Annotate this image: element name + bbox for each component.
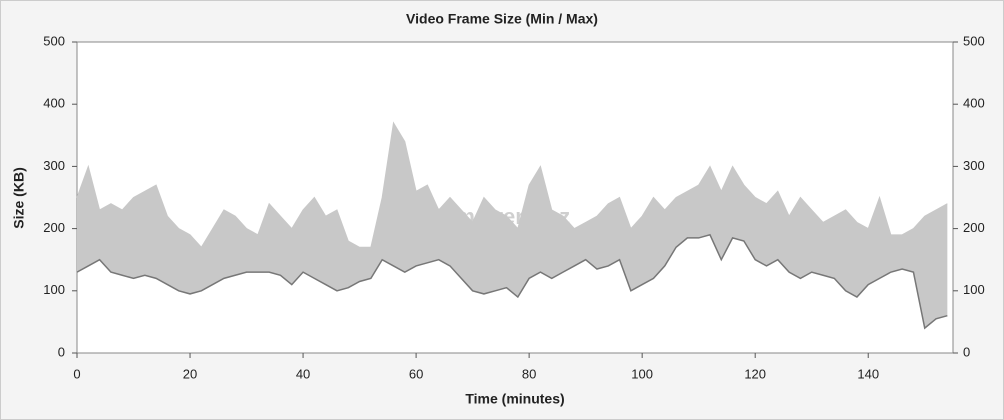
y-tick-label: 300	[43, 158, 65, 173]
y-tick-label: 200	[43, 220, 65, 235]
y-tick-label: 0	[58, 344, 65, 359]
y-axis-label: Size (KB)	[11, 167, 27, 228]
y2-tick-label: 0	[963, 344, 970, 359]
y-tick-label: 100	[43, 282, 65, 297]
y2-tick-label: 300	[963, 158, 985, 173]
x-tick-label: 20	[183, 366, 197, 381]
range-band	[77, 122, 948, 329]
plot-area	[76, 41, 954, 354]
x-tick-label: 120	[744, 366, 766, 381]
y2-tick-label: 400	[963, 96, 985, 111]
y-tick-label: 400	[43, 96, 65, 111]
x-tick-label: 60	[409, 366, 423, 381]
x-tick-label: 100	[631, 366, 653, 381]
x-axis-label: Time (minutes)	[465, 391, 564, 407]
chart-title: Video Frame Size (Min / Max)	[406, 11, 598, 27]
x-tick-label: 0	[73, 366, 80, 381]
series-line	[76, 121, 948, 249]
y2-tick-label: 500	[963, 33, 985, 48]
y-tick-label: 500	[43, 33, 65, 48]
y2-tick-label: 200	[963, 220, 985, 235]
x-tick-label: 140	[857, 366, 879, 381]
y2-tick-label: 100	[963, 282, 985, 297]
x-tick-label: 40	[296, 366, 310, 381]
series-line	[76, 233, 948, 330]
x-tick-label: 80	[522, 366, 536, 381]
